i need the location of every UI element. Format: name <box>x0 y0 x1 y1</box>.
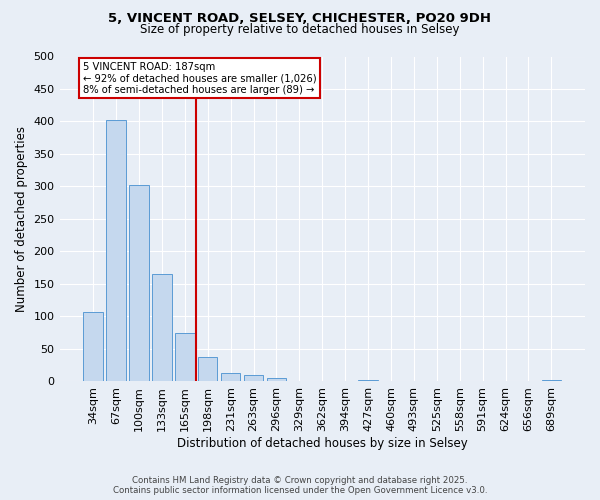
Bar <box>152 274 172 382</box>
Bar <box>221 373 241 382</box>
Bar <box>83 312 103 382</box>
Bar <box>175 332 194 382</box>
Text: Contains HM Land Registry data © Crown copyright and database right 2025.
Contai: Contains HM Land Registry data © Crown c… <box>113 476 487 495</box>
Bar <box>542 380 561 382</box>
Bar <box>358 380 378 382</box>
X-axis label: Distribution of detached houses by size in Selsey: Distribution of detached houses by size … <box>177 437 467 450</box>
Bar <box>106 120 126 382</box>
Text: 5 VINCENT ROAD: 187sqm
← 92% of detached houses are smaller (1,026)
8% of semi-d: 5 VINCENT ROAD: 187sqm ← 92% of detached… <box>83 62 316 95</box>
Y-axis label: Number of detached properties: Number of detached properties <box>15 126 28 312</box>
Text: Size of property relative to detached houses in Selsey: Size of property relative to detached ho… <box>140 22 460 36</box>
Text: 5, VINCENT ROAD, SELSEY, CHICHESTER, PO20 9DH: 5, VINCENT ROAD, SELSEY, CHICHESTER, PO2… <box>109 12 491 26</box>
Bar <box>198 357 217 382</box>
Bar <box>244 375 263 382</box>
Bar <box>129 184 149 382</box>
Bar <box>267 378 286 382</box>
